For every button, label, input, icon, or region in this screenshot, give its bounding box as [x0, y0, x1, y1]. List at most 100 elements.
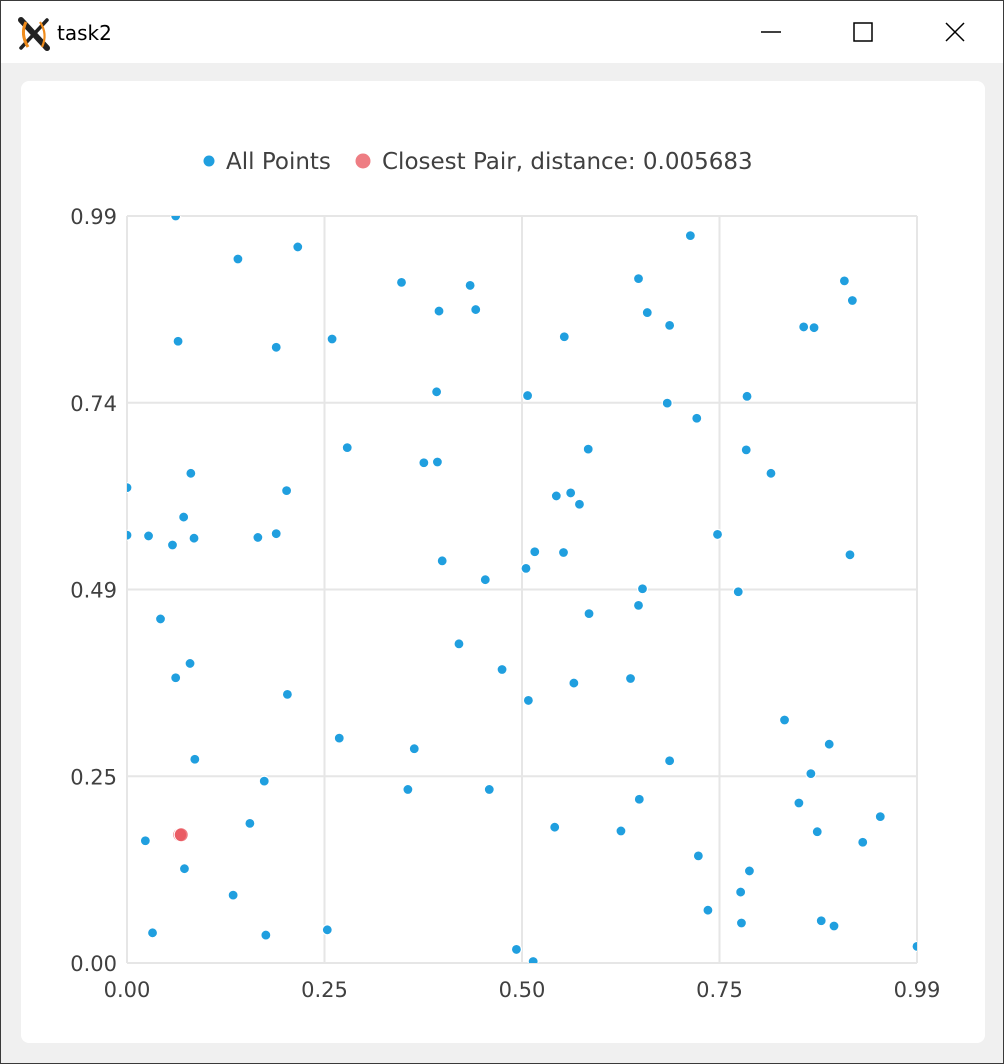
scatter-point	[844, 549, 856, 561]
title-bar[interactable]: task2	[1, 1, 1003, 63]
axis-ticks: 0.00 0.25 0.50 0.75 0.99 0.00 0.25 0.49 0.74 0.99	[70, 205, 940, 1002]
scatter-point	[565, 487, 577, 499]
scatter-point	[185, 467, 197, 479]
scatter-point	[166, 539, 179, 551]
scatter-point	[741, 390, 753, 402]
scatter-point	[615, 825, 627, 837]
scatter-point	[550, 490, 562, 502]
scatter-point	[189, 753, 201, 765]
scatter-point	[418, 457, 430, 469]
scatter-point	[828, 920, 840, 932]
scatter-point	[483, 783, 495, 796]
scatter-point	[636, 583, 649, 595]
scatter-point	[470, 303, 482, 316]
scatter-point	[702, 904, 714, 916]
maximize-icon	[853, 22, 873, 42]
scatter-point	[479, 574, 491, 586]
x-logo-icon	[18, 17, 50, 51]
scatter-point	[857, 836, 869, 848]
x-tick-label: 0.75	[696, 978, 743, 1002]
scatter-point	[765, 467, 777, 479]
scatter-point	[292, 241, 304, 253]
scatter-point	[321, 924, 333, 936]
scatter-point	[815, 915, 827, 927]
scatter-point	[838, 275, 850, 287]
scatter-point	[558, 331, 570, 343]
x-tick-label: 0.50	[499, 978, 546, 1002]
minimize-icon	[761, 31, 781, 33]
scatter-point	[227, 889, 239, 901]
scatter-point	[692, 850, 704, 862]
window-title: task2	[57, 21, 112, 45]
scatter-point	[453, 638, 465, 650]
scatter-point	[778, 714, 791, 726]
scatter-point	[808, 322, 820, 334]
y-tick-label: 0.49	[70, 579, 117, 603]
legend-marker-all-points	[203, 155, 215, 167]
scatter-point	[127, 529, 133, 541]
scatter-point	[178, 511, 190, 523]
scatter-point	[793, 797, 805, 809]
scatter-point	[874, 811, 886, 823]
scatter-chart: All Points Closest Pair, distance: 0.005…	[70, 149, 940, 1002]
scatter-point	[326, 333, 338, 345]
y-tick-label: 0.74	[70, 392, 117, 416]
legend-label-closest-pair: Closest Pair, distance: 0.005683	[382, 149, 753, 175]
scatter-point	[732, 586, 744, 598]
scatter-point	[691, 412, 703, 424]
scatter-point	[431, 456, 444, 468]
legend-marker-closest-pair	[355, 153, 371, 169]
scatter-point	[549, 821, 561, 833]
scatter-point	[260, 929, 272, 941]
scatter-point	[527, 955, 539, 963]
x-tick-label: 0.99	[894, 978, 941, 1002]
scatter-point	[573, 498, 586, 510]
scatter-point	[735, 917, 748, 929]
scatter-point	[170, 216, 182, 222]
grid-lines	[126, 215, 918, 964]
scatter-point	[402, 783, 414, 796]
minimize-button[interactable]	[725, 1, 817, 63]
scatter-point	[632, 273, 645, 285]
scatter-point	[172, 335, 184, 347]
close-button[interactable]	[909, 1, 1001, 63]
scatter-point	[170, 672, 182, 684]
scatter-point	[557, 546, 570, 559]
scatter-point	[583, 608, 595, 620]
scatter-point	[568, 677, 580, 689]
scatter-point	[798, 321, 810, 333]
scatter-point	[184, 657, 196, 670]
scatter-point	[510, 943, 523, 956]
y-tick-label: 0.25	[70, 765, 117, 789]
scatter-point	[684, 230, 696, 242]
scatter-point	[664, 755, 676, 767]
scatter-point	[522, 694, 534, 707]
scatter-point	[139, 835, 151, 847]
scatter-point	[711, 528, 724, 541]
scatter-point	[188, 532, 200, 544]
legend: All Points Closest Pair, distance: 0.005…	[203, 149, 753, 175]
scatter-point	[408, 743, 420, 755]
scatter-point	[431, 386, 443, 398]
legend-label-all-points: All Points	[226, 149, 331, 175]
close-icon	[945, 22, 965, 42]
scatter-point	[661, 397, 673, 409]
y-tick-label: 0.00	[70, 952, 117, 976]
scatter-point	[341, 442, 353, 454]
scatter-point	[333, 732, 345, 744]
closest-pair-point	[173, 827, 189, 843]
y-tick-label: 0.99	[70, 205, 117, 229]
scatter-point	[811, 826, 823, 838]
chart-view[interactable]: All Points Closest Pair, distance: 0.005…	[21, 81, 985, 1043]
scatter-point	[436, 555, 448, 567]
scatter-point	[520, 562, 532, 574]
scatter-point	[633, 793, 645, 805]
scatter-point	[496, 663, 508, 676]
scatter-point	[280, 485, 293, 497]
scatter-point	[154, 613, 167, 625]
scatter-point	[740, 444, 752, 456]
scatter-point	[521, 389, 534, 402]
maximize-button[interactable]	[817, 1, 909, 63]
scatter-point	[270, 528, 282, 540]
scatter-point	[624, 672, 637, 685]
